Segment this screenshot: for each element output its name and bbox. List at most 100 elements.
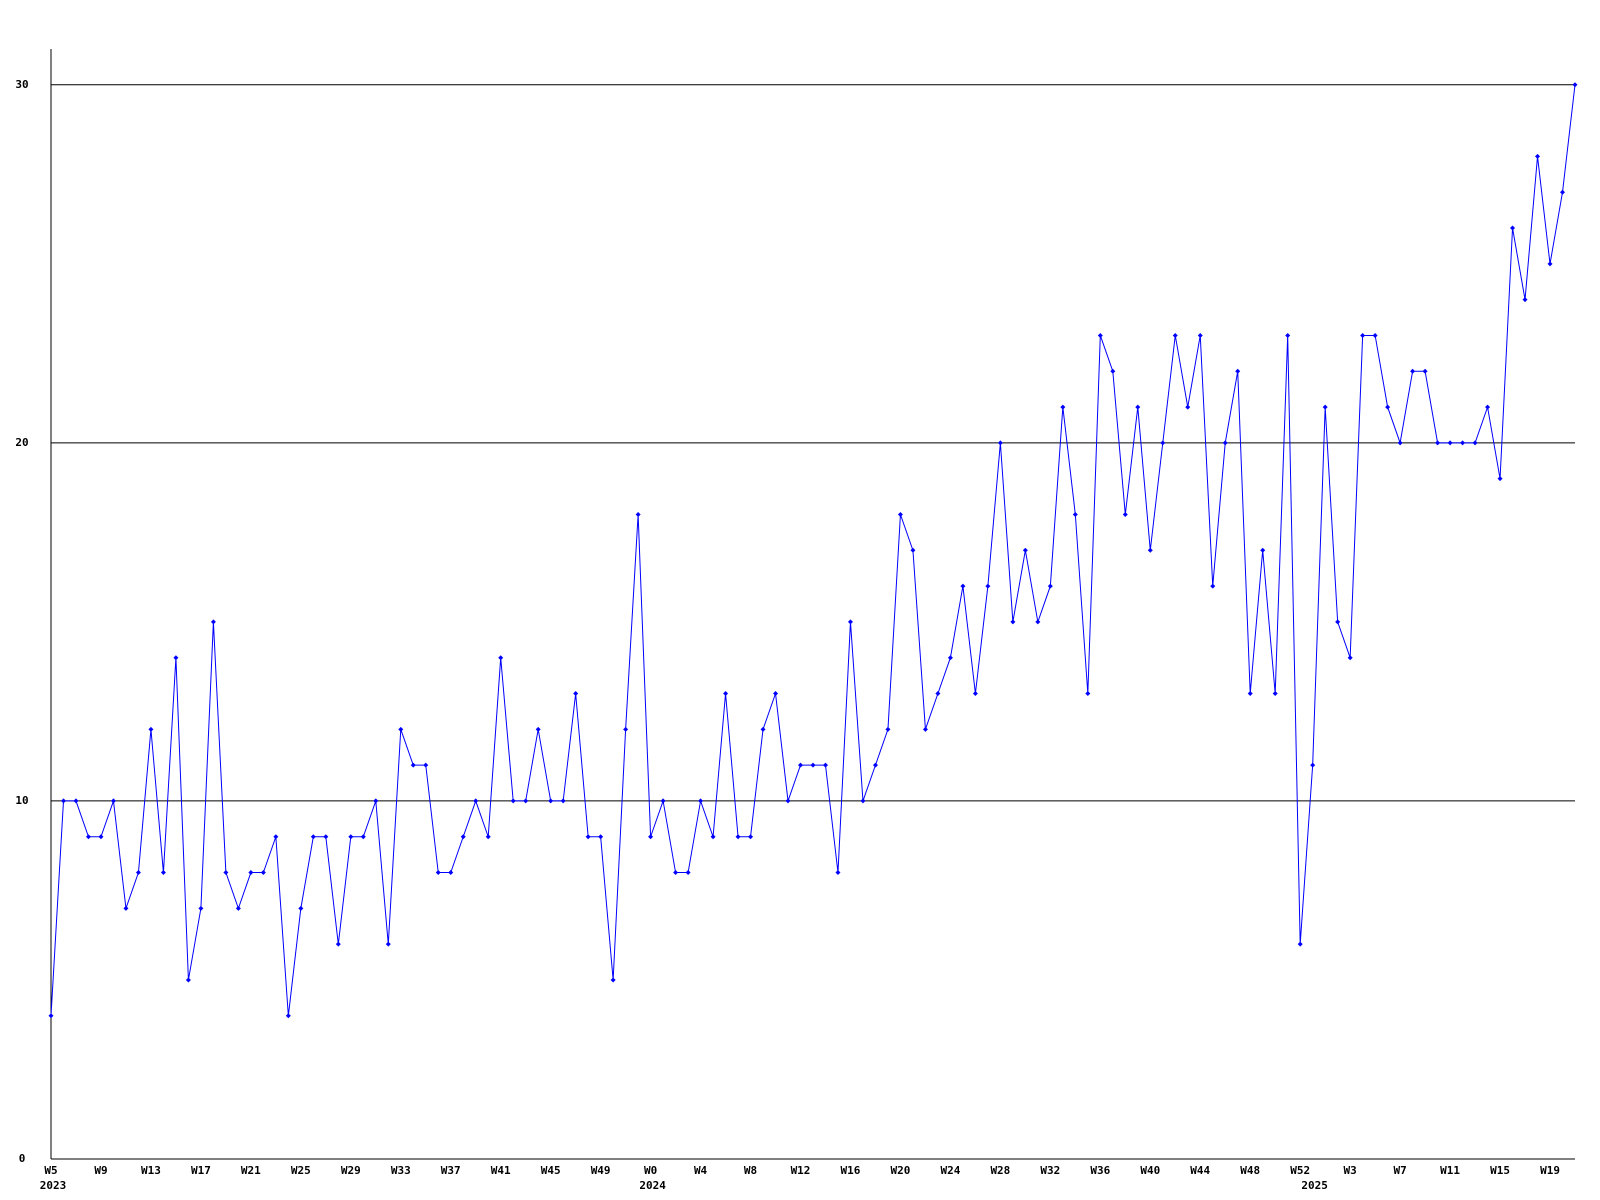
data-point	[1385, 404, 1391, 410]
data-point	[135, 870, 141, 876]
data-point	[560, 798, 566, 804]
x-tick-label: W7	[1393, 1164, 1406, 1177]
data-point	[1247, 691, 1253, 697]
data-point	[1435, 440, 1441, 446]
data-point	[435, 870, 441, 876]
data-point	[673, 870, 679, 876]
data-point	[1072, 511, 1078, 517]
x-tick-label: W41	[491, 1164, 511, 1177]
x-tick-label: W12	[791, 1164, 811, 1177]
data-point	[798, 762, 804, 768]
data-point	[847, 619, 853, 625]
data-point	[860, 798, 866, 804]
data-point	[1222, 440, 1228, 446]
data-point	[698, 798, 704, 804]
x-tick-label: W5	[44, 1164, 57, 1177]
data-point	[910, 547, 916, 553]
data-point	[935, 691, 941, 697]
data-point	[485, 834, 491, 840]
x-tick-label: W21	[241, 1164, 261, 1177]
data-point	[1022, 547, 1028, 553]
data-point	[1235, 368, 1241, 374]
x-tick-label: W4	[694, 1164, 708, 1177]
data-point	[473, 798, 479, 804]
x-tick-label: W40	[1140, 1164, 1160, 1177]
data-point	[685, 870, 691, 876]
x-tick-label: W9	[94, 1164, 107, 1177]
data-point	[1460, 440, 1466, 446]
x-tick-label: W11	[1440, 1164, 1460, 1177]
data-point	[185, 977, 191, 983]
data-point	[1047, 583, 1053, 589]
data-point	[1535, 153, 1541, 159]
data-point	[348, 834, 354, 840]
data-point	[748, 834, 754, 840]
data-point	[1447, 440, 1453, 446]
data-point	[423, 762, 429, 768]
data-point	[972, 691, 978, 697]
x-tick-label: W32	[1040, 1164, 1060, 1177]
data-point	[310, 834, 316, 840]
data-point	[273, 834, 279, 840]
y-tick-label: 30	[15, 78, 28, 91]
data-point	[1335, 619, 1341, 625]
data-point	[1310, 762, 1316, 768]
data-point	[760, 726, 766, 732]
data-point	[510, 798, 516, 804]
data-point	[1060, 404, 1066, 410]
data-point	[1085, 691, 1091, 697]
data-point	[1160, 440, 1166, 446]
data-point	[248, 870, 254, 876]
x-tick-label: W17	[191, 1164, 211, 1177]
x-tick-label: W33	[391, 1164, 411, 1177]
data-point	[335, 941, 341, 947]
data-point	[822, 762, 828, 768]
data-point	[785, 798, 791, 804]
data-point	[523, 798, 529, 804]
data-point	[373, 798, 379, 804]
x-year-label: 2025	[1301, 1179, 1328, 1192]
data-point	[210, 619, 216, 625]
data-point	[1422, 368, 1428, 374]
y-tick-label: 20	[15, 436, 28, 449]
data-point	[947, 655, 953, 661]
data-point	[1560, 189, 1566, 195]
data-point	[1497, 476, 1503, 482]
data-point	[1485, 404, 1491, 410]
x-tick-label: W37	[441, 1164, 461, 1177]
data-point	[85, 834, 91, 840]
data-point	[1472, 440, 1478, 446]
data-point	[710, 834, 716, 840]
data-point	[110, 798, 116, 804]
data-point	[123, 905, 129, 911]
data-point	[1297, 941, 1303, 947]
data-point	[1035, 619, 1041, 625]
x-tick-label: W13	[141, 1164, 161, 1177]
data-point	[173, 655, 179, 661]
data-point	[1347, 655, 1353, 661]
data-point	[1410, 368, 1416, 374]
x-tick-label: W0	[644, 1164, 657, 1177]
x-tick-label: W28	[990, 1164, 1010, 1177]
x-year-label: 2023	[40, 1179, 67, 1192]
data-point	[235, 905, 241, 911]
x-tick-label: W36	[1090, 1164, 1110, 1177]
data-point	[1147, 547, 1153, 553]
data-point	[160, 870, 166, 876]
x-tick-label: W8	[744, 1164, 757, 1177]
data-point	[885, 726, 891, 732]
data-point	[385, 941, 391, 947]
data-point	[997, 440, 1003, 446]
data-point	[1172, 332, 1178, 338]
x-tick-label: W24	[940, 1164, 960, 1177]
data-point	[897, 511, 903, 517]
data-point	[1397, 440, 1403, 446]
data-point	[585, 834, 591, 840]
data-point	[835, 870, 841, 876]
data-point	[598, 834, 604, 840]
data-point	[1547, 261, 1553, 267]
data-point	[960, 583, 966, 589]
data-point	[723, 691, 729, 697]
